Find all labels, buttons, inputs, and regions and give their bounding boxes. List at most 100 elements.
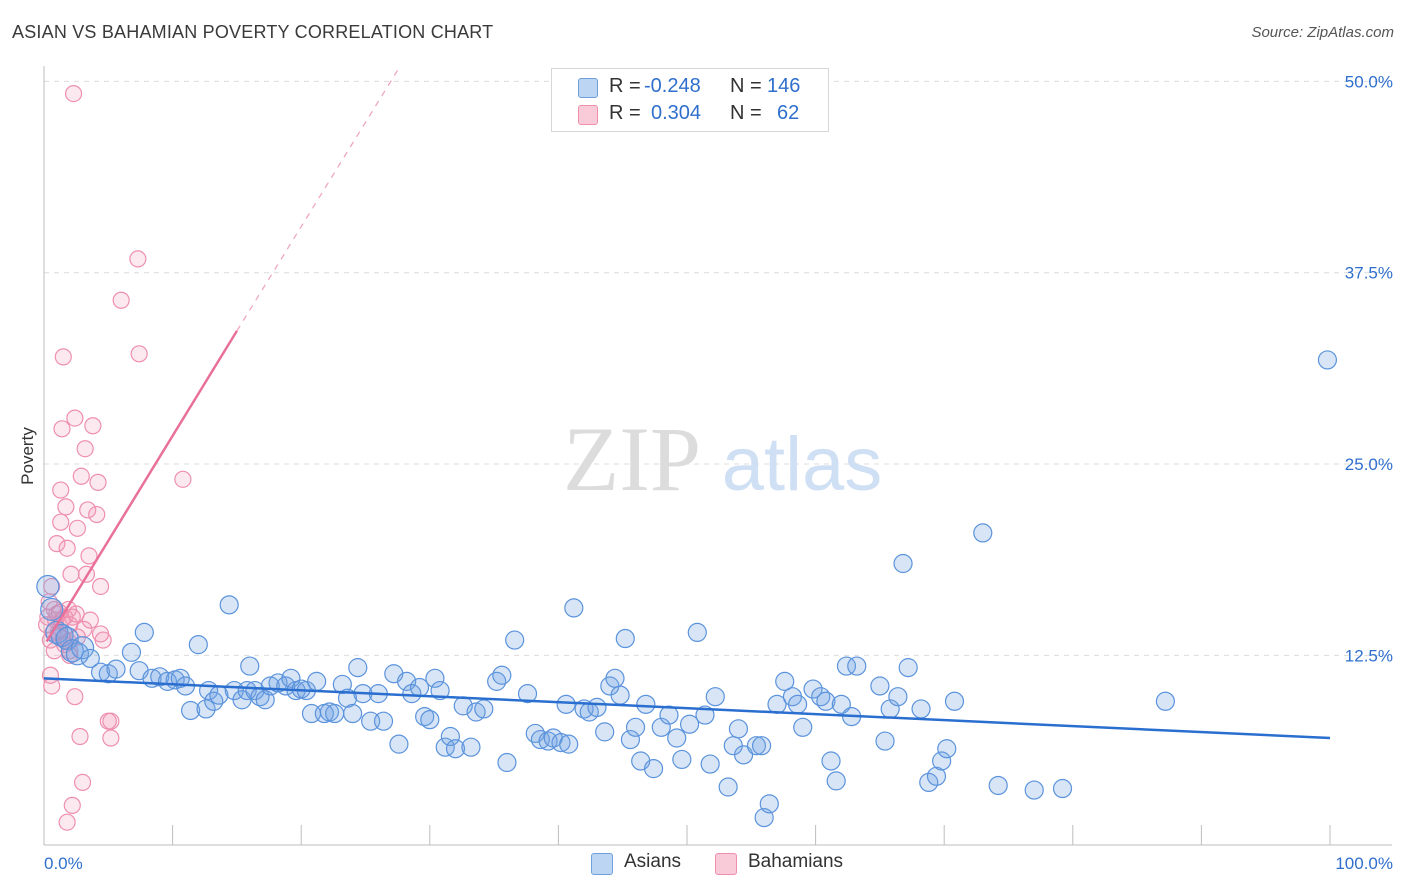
asian-point (898, 658, 918, 678)
asian-point (240, 656, 260, 676)
asian-point (831, 694, 851, 714)
legend-item-asians[interactable]: Asians (591, 850, 701, 878)
asian-point (389, 734, 409, 754)
asian-point (564, 598, 584, 618)
bahamian-point (73, 773, 92, 792)
asian-point (973, 523, 993, 543)
bahamian-point (89, 473, 107, 491)
r-value: 0.304 (651, 102, 702, 124)
bahamian-point (102, 729, 120, 747)
asian-point (188, 635, 208, 655)
asian-point (615, 628, 635, 649)
asian-point (651, 717, 671, 737)
asian-point (595, 722, 615, 742)
n-value: 146 (767, 75, 801, 97)
bahamian-point (54, 348, 72, 366)
asian-point (718, 777, 738, 797)
asian-point (836, 656, 857, 676)
asian-point (80, 648, 100, 669)
bahamians-legend-label: Bahamians (748, 851, 844, 872)
bahamian-point (58, 813, 76, 831)
asian-point (325, 703, 345, 724)
asian-point (803, 679, 823, 699)
asian-point (373, 711, 394, 731)
bahamian-point (57, 498, 75, 516)
asian-point (260, 676, 280, 696)
bahamian-point (84, 417, 102, 435)
bahamian-point (88, 505, 106, 524)
asian-point (425, 668, 445, 688)
trend-lines (43, 65, 1331, 740)
asian-point (847, 656, 867, 676)
asian-point (492, 665, 512, 685)
asian-point (497, 752, 517, 773)
asian-point (728, 719, 749, 739)
asian-point (793, 717, 813, 737)
watermark-zip: ZIP (563, 408, 701, 510)
asian-point (40, 597, 64, 622)
y-tick-label: 25.0% (1345, 455, 1393, 474)
asian-point (196, 699, 216, 719)
legend-item-bahamians[interactable]: Bahamians (715, 850, 865, 878)
axes (43, 66, 1392, 846)
bahamian-point (71, 727, 89, 746)
asian-point (787, 694, 808, 714)
asian-point (695, 705, 715, 725)
asian-point (204, 691, 224, 711)
asian-point (343, 703, 363, 724)
asian-point (1052, 778, 1073, 799)
bahamians-swatch (578, 105, 598, 125)
bahamian-points (37, 84, 192, 831)
asian-point (932, 751, 952, 771)
asian-point (679, 714, 700, 734)
asian-point (672, 749, 692, 770)
asian-point (705, 687, 725, 707)
asian-point (402, 684, 422, 704)
asian-point (587, 697, 607, 718)
asian-point (307, 671, 327, 691)
asian-point (445, 739, 466, 759)
asian-point (821, 751, 841, 771)
asian-point (461, 737, 481, 757)
asian-point (893, 553, 913, 574)
asian-point (134, 622, 154, 643)
asian-point (875, 731, 895, 751)
bahamian-point (130, 345, 148, 363)
asian-point (1317, 350, 1338, 370)
asian-point (474, 699, 494, 719)
asian-point (219, 595, 239, 615)
asian-point (70, 636, 95, 660)
asian-point (420, 710, 440, 730)
asian-point (36, 574, 60, 599)
asian-point (556, 694, 576, 714)
asian-point (944, 691, 965, 711)
bahamian-point (102, 712, 120, 730)
asian-point (487, 671, 507, 691)
asians-legend-swatch (591, 853, 613, 875)
bahamian-point (174, 470, 192, 488)
x-tick-label: 0.0% (44, 854, 83, 873)
bahamian-point (52, 481, 70, 499)
asians-swatch (578, 78, 598, 98)
grid-lines (44, 80, 1392, 656)
asian-point (121, 642, 142, 662)
asian-point (759, 794, 779, 814)
n-label: N = (730, 75, 762, 97)
asian-point (268, 673, 288, 693)
asian-point (667, 728, 687, 748)
asian-point (620, 729, 641, 750)
bahamian-point (43, 577, 61, 596)
asian-point (700, 754, 720, 774)
bahamian-point (64, 84, 83, 103)
asian-point (415, 706, 435, 727)
asian-point (870, 676, 890, 696)
n-value: 62 (777, 102, 800, 124)
bahamians-legend-swatch (715, 853, 737, 875)
legend-row-asians: R = -0.248 N = 146 (552, 75, 828, 101)
bahamian-point (94, 631, 112, 649)
bahamian-point (80, 547, 98, 565)
bahamian-point (79, 501, 97, 519)
asian-point (106, 659, 126, 679)
bahamian-point (66, 409, 84, 427)
